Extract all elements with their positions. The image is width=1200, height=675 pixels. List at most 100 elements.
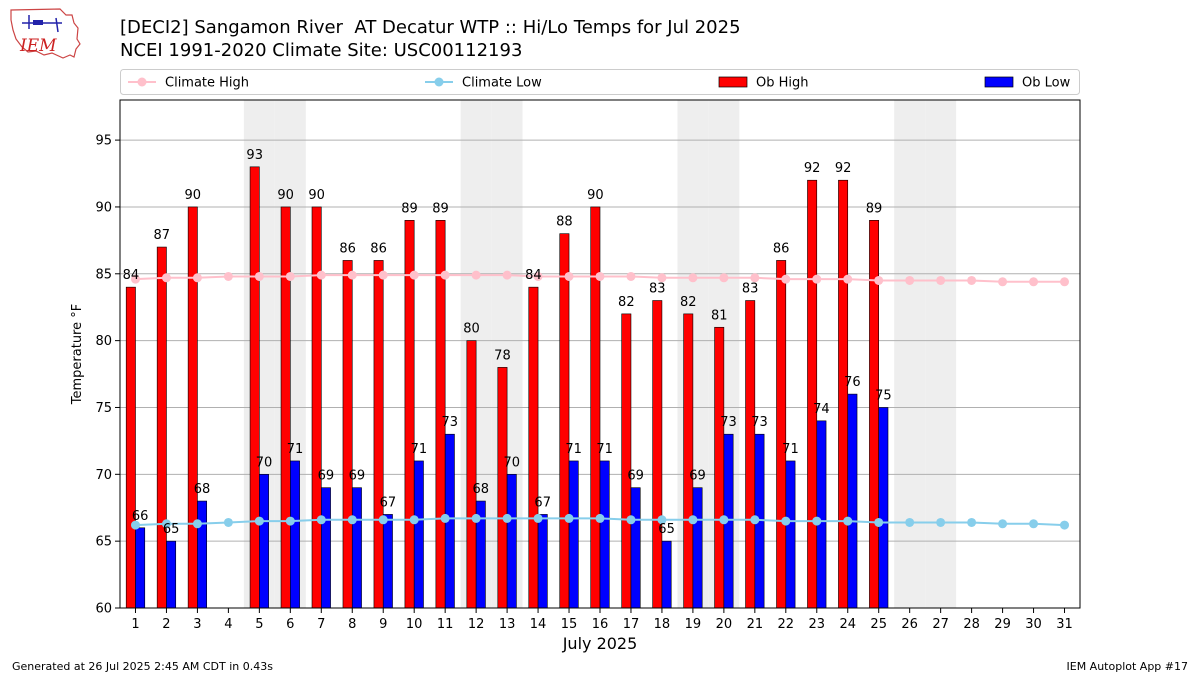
x-tick-label: 30 [1025, 617, 1042, 632]
x-tick-label: 8 [348, 617, 356, 632]
ob-low-bar [413, 460, 424, 609]
x-tick-label: 23 [809, 617, 826, 632]
climate-low-point [1060, 520, 1070, 530]
x-tick-label: 22 [778, 617, 795, 632]
x-tick-label: 6 [286, 617, 294, 632]
legend-ob-high-swatch [718, 76, 748, 88]
y-tick-label: 65 [95, 535, 112, 550]
ob-low-bar [290, 460, 300, 609]
ob-low-bar [661, 540, 672, 609]
climate-high-point [657, 273, 667, 283]
ob-low-bar [785, 460, 796, 609]
climate-low-point [781, 516, 791, 526]
climate-low-point [285, 516, 295, 526]
ob-high-label: 86 [773, 241, 790, 256]
x-tick-label: 12 [468, 617, 485, 632]
climate-low-point [595, 513, 605, 523]
climate-low-point [130, 520, 140, 530]
climate-high-point [409, 270, 419, 280]
iem-logo: IEM [10, 8, 81, 59]
ob-low-bar [568, 460, 579, 609]
x-tick-label: 1 [131, 617, 139, 632]
climate-high-point [967, 275, 977, 285]
ob-high-bar [528, 286, 539, 609]
climate-low-point [254, 516, 264, 526]
ob-low-bar [135, 527, 146, 609]
climate-low-point [688, 515, 698, 525]
climate-low-point [812, 516, 822, 526]
climate-high-point [130, 274, 140, 284]
ob-low-label: 71 [565, 442, 582, 457]
x-tick-label: 9 [379, 617, 387, 632]
ob-low-bar [259, 474, 269, 609]
x-axis-label: July 2025 [562, 634, 638, 653]
climate-low-point [192, 519, 202, 529]
ob-high-bar [187, 206, 198, 609]
ob-low-bar [320, 487, 331, 609]
x-tick-label: 27 [932, 617, 949, 632]
y-tick-label: 60 [95, 602, 112, 617]
ob-high-bar [807, 179, 818, 609]
legend-box [120, 69, 1080, 95]
climate-low-point [564, 513, 574, 523]
ob-high-label: 84 [123, 268, 140, 283]
climate-high-point [781, 274, 791, 284]
climate-high-point [719, 273, 729, 283]
x-tick-label: 20 [716, 617, 733, 632]
x-tick-label: 19 [685, 617, 702, 632]
x-tick-label: 21 [747, 617, 764, 632]
ob-low-label: 71 [596, 442, 613, 457]
climate-high-point [502, 270, 512, 280]
ob-low-bar [630, 487, 641, 609]
climate-low-point [378, 515, 388, 525]
ob-low-label: 71 [782, 442, 799, 457]
ob-low-bar [506, 474, 517, 609]
ob-high-bar [652, 300, 663, 609]
ob-low-bar [537, 514, 548, 609]
climate-low-point [905, 517, 915, 527]
ob-low-bar [382, 514, 393, 609]
ob-high-label: 82 [618, 295, 635, 310]
ob-high-bar [683, 313, 694, 609]
ob-high-label: 90 [308, 188, 325, 203]
ob-high-bar [776, 260, 787, 609]
climate-low-point [750, 515, 760, 525]
x-tick-label: 24 [839, 617, 856, 632]
climate-high-point [316, 270, 326, 280]
x-tick-label: 17 [623, 617, 640, 632]
ob-high-label: 92 [835, 161, 852, 176]
climate-low-point [998, 519, 1008, 529]
ob-high-label: 80 [463, 322, 480, 337]
x-tick-label: 16 [592, 617, 609, 632]
legend-climate-high-marker [137, 77, 147, 87]
climate-low-point [719, 515, 729, 525]
climate-high-point [471, 270, 481, 280]
legend-ob-low-swatch [984, 76, 1014, 88]
climate-high-point [285, 271, 295, 281]
climate-low-point [223, 517, 233, 527]
climate-low-point [533, 513, 543, 523]
ob-low-label: 68 [473, 482, 490, 497]
climate-low-point [502, 513, 512, 523]
climate-high-point [936, 275, 946, 285]
ob-low-label: 71 [287, 442, 304, 457]
ob-high-label: 84 [525, 268, 542, 283]
ob-high-label: 90 [587, 188, 604, 203]
climate-high-point [440, 270, 450, 280]
climate-low-point [936, 517, 946, 527]
legend-climate-low-label: Climate Low [462, 76, 542, 91]
legend-ob-high-label: Ob High [756, 76, 809, 91]
y-tick-label: 90 [95, 200, 112, 215]
climate-low-point [316, 515, 326, 525]
climate-high-point [223, 271, 233, 281]
climate-high-point [998, 277, 1008, 287]
ob-high-label: 93 [246, 148, 263, 163]
x-tick-label: 14 [530, 617, 547, 632]
climate-low-point [347, 515, 357, 525]
climate-high-point [564, 271, 574, 281]
ob-high-label: 89 [432, 201, 449, 216]
climate-high-point [1029, 277, 1039, 287]
ob-high-label: 86 [339, 241, 356, 256]
ob-low-bar [847, 393, 858, 609]
